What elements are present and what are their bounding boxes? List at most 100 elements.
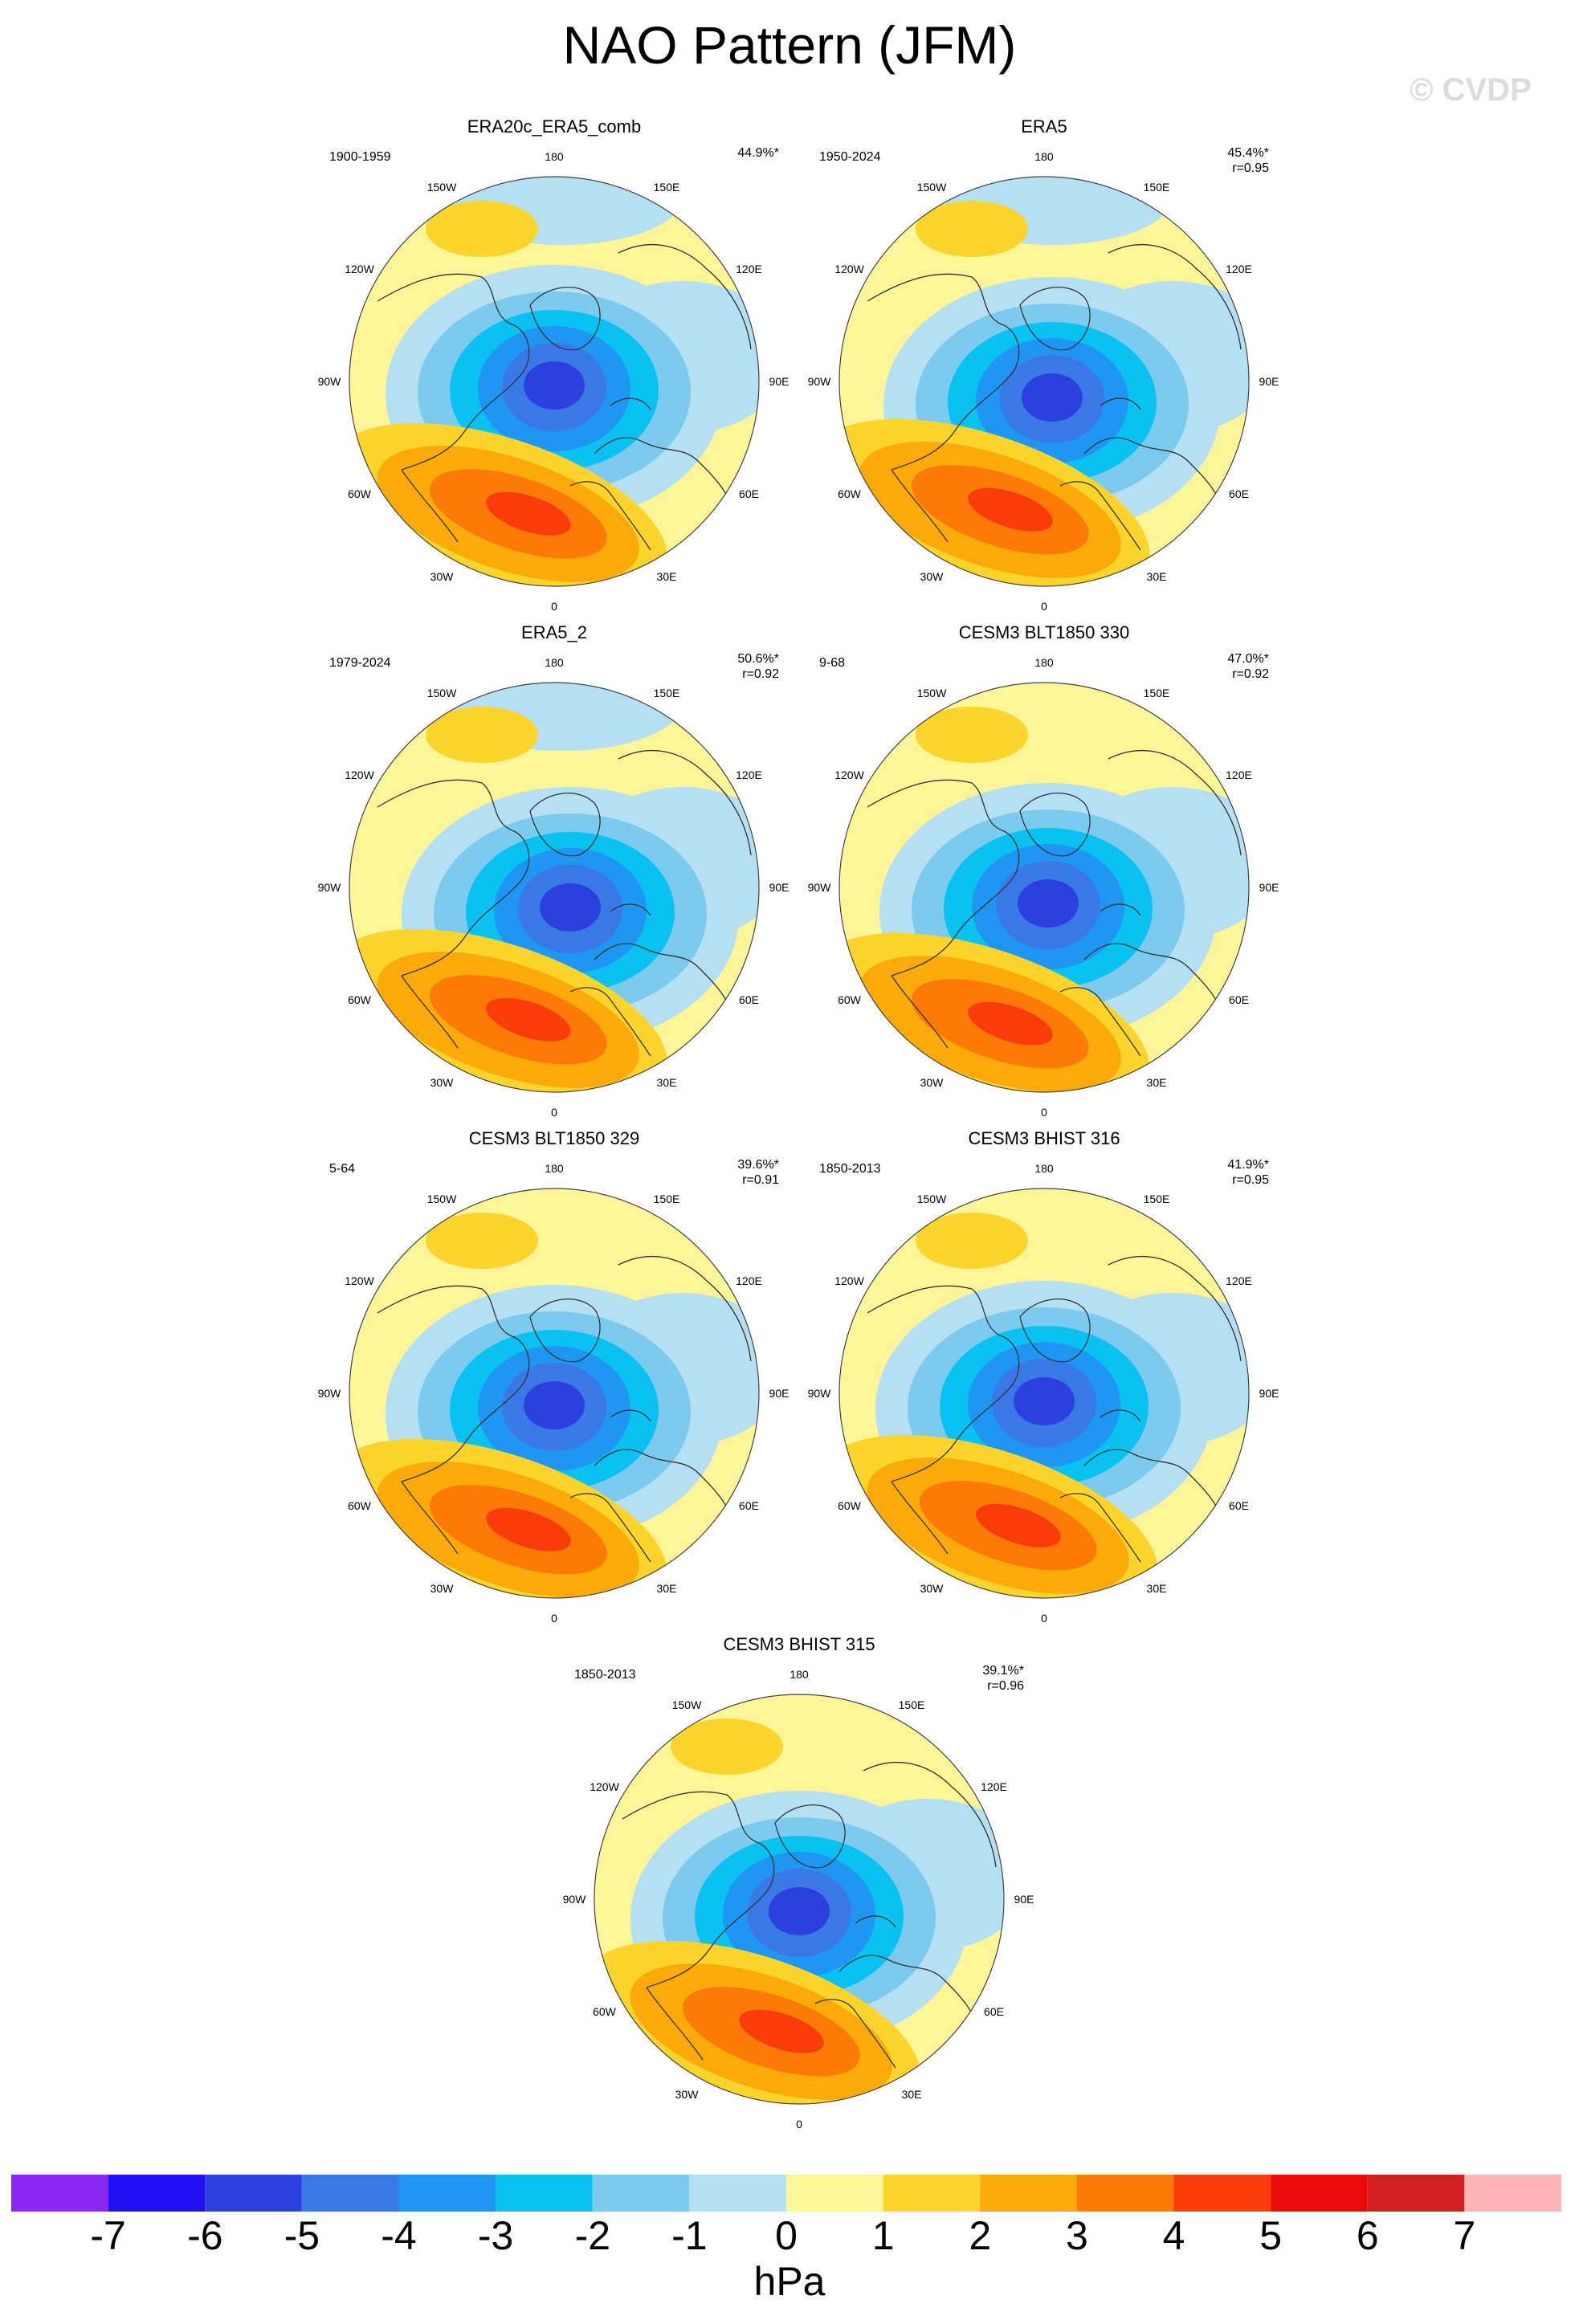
europe-coast — [594, 1449, 736, 1531]
colorbar-swatch — [496, 2175, 593, 2212]
polar-map — [594, 1694, 1005, 2105]
coastlines — [377, 243, 752, 551]
longitude-label: 30W — [920, 1581, 944, 1595]
longitude-label: 0 — [796, 2118, 802, 2130]
longitude-label: 120E — [1226, 263, 1252, 275]
longitude-label: 120W — [345, 769, 374, 781]
longitude-label: 30E — [901, 2087, 922, 2101]
pacific-positive-region — [916, 1213, 1028, 1269]
longitude-label: 120W — [345, 263, 374, 275]
europe-coast — [1083, 1449, 1226, 1531]
longitude-label: 120E — [981, 1780, 1007, 1793]
longitude-label: 60E — [1229, 993, 1249, 1006]
colorbar-tick-label: -3 — [477, 2213, 514, 2258]
longitude-label: 90W — [562, 1893, 586, 1906]
longitude-label: 120E — [1226, 1274, 1252, 1287]
panel-pattern-corr: r=0.91 — [742, 1173, 779, 1187]
longitude-label: 120E — [736, 263, 762, 275]
longitude-label: 90E — [769, 1387, 790, 1400]
scandinavia-coast — [610, 398, 651, 410]
europe-coast — [1083, 437, 1226, 519]
longitude-label: 90W — [317, 1387, 341, 1400]
icelandic-low-contour — [1014, 1377, 1075, 1425]
colorbar-swatch — [1271, 2175, 1368, 2212]
icelandic-low-contour — [524, 361, 585, 410]
pacific-positive-region — [426, 707, 538, 763]
north-america-coast — [377, 779, 530, 976]
longitude-label: 0 — [551, 600, 557, 613]
colorbar-tick-label: 5 — [1259, 2213, 1282, 2258]
longitude-label: 90W — [317, 881, 341, 894]
north-america-coast — [622, 1791, 775, 1988]
colorbar-tick-label: 4 — [1162, 2213, 1185, 2258]
iberia-africa-coast — [1059, 987, 1141, 1057]
coastlines — [867, 1255, 1242, 1563]
longitude-label: 180 — [1034, 1162, 1054, 1175]
longitude-label: 120E — [736, 769, 762, 781]
colorbar-tick-label: -1 — [671, 2213, 708, 2258]
panel-years: 1850-2013 — [819, 1162, 881, 1176]
longitude-label: 150E — [653, 1192, 680, 1205]
longitude-label: 0 — [551, 1106, 557, 1119]
europe-coast — [838, 1955, 981, 2037]
longitude-label: 30E — [656, 1581, 677, 1595]
panel-pattern-corr: r=0.95 — [1232, 161, 1269, 175]
longitude-label: 180 — [545, 656, 564, 669]
longitude-label: 30E — [656, 1075, 677, 1089]
map-boundary — [838, 682, 1250, 1093]
longitude-label: 60E — [739, 993, 759, 1006]
pacific-positive-region — [426, 201, 538, 257]
north-america-coast — [377, 273, 530, 471]
panel-title: CESM3 BHIST 315 — [723, 1634, 875, 1654]
greenland-coast — [1019, 287, 1091, 351]
map-panel: ERA5_2 1979-2024 50.6%* r=0.92 180 150E 120E 90… — [318, 622, 790, 1119]
longitude-label: 150W — [916, 180, 947, 194]
gulf-coast — [401, 975, 459, 1049]
scandinavia-coast — [1100, 398, 1141, 410]
colorbar-swatch — [689, 2175, 787, 2212]
icelandic-low-contour — [540, 883, 601, 932]
longitude-label: 120W — [834, 263, 864, 275]
colorbar-bar — [11, 2175, 1561, 2212]
colorbar-swatch — [11, 2175, 108, 2212]
longitude-label: 90W — [317, 375, 341, 388]
longitude-label: 30W — [430, 569, 454, 583]
longitude-label: 30E — [1146, 569, 1167, 583]
gulf-coast — [891, 975, 949, 1049]
panel-variance-pct: 45.4%* — [1227, 146, 1269, 160]
siberia-coast — [1108, 1255, 1242, 1362]
colorbar-swatch — [1367, 2175, 1465, 2212]
azores-high-contour — [486, 997, 571, 1042]
longitude-label: 0 — [1041, 1612, 1047, 1625]
gulf-coast — [401, 469, 459, 543]
azores-high-contour — [976, 1503, 1061, 1547]
greenland-coast — [1019, 1299, 1091, 1363]
polar-map — [838, 682, 1250, 1093]
panel-variance-pct: 50.6%* — [737, 652, 779, 666]
colorbar-swatch — [1173, 2175, 1271, 2212]
longitude-label: 60W — [348, 487, 371, 500]
longitude-label: 60E — [1229, 487, 1249, 500]
colorbar-tick-label: -2 — [574, 2213, 611, 2258]
coastlines — [377, 749, 752, 1057]
longitude-label: 180 — [790, 1668, 809, 1681]
longitude-label: 150W — [916, 1192, 947, 1205]
map-panel: CESM3 BHIST 315 1850-2013 39.1%* r=0.96 180 1… — [563, 1634, 1034, 2130]
polar-map — [349, 1188, 760, 1599]
longitude-label: 120W — [834, 769, 864, 781]
scandinavia-coast — [610, 1409, 651, 1422]
polar-map — [838, 1188, 1250, 1599]
polar-map — [349, 682, 760, 1093]
panel-pattern-corr: r=0.92 — [742, 667, 779, 681]
scandinavia-coast — [855, 1915, 896, 1928]
panel-variance-pct: 39.6%* — [737, 1158, 779, 1172]
panel-stats: 39.6%* r=0.91 — [737, 1157, 779, 1188]
longitude-label: 60W — [348, 993, 371, 1006]
polar-map — [349, 176, 760, 587]
longitude-label: 90W — [807, 1387, 831, 1400]
icelandic-low-contour — [769, 1887, 830, 1935]
panel-stats: 39.1%* r=0.96 — [982, 1663, 1024, 1694]
map-boundary — [838, 1188, 1250, 1599]
colorbar-swatch — [883, 2175, 981, 2212]
azores-high-contour — [968, 487, 1053, 532]
